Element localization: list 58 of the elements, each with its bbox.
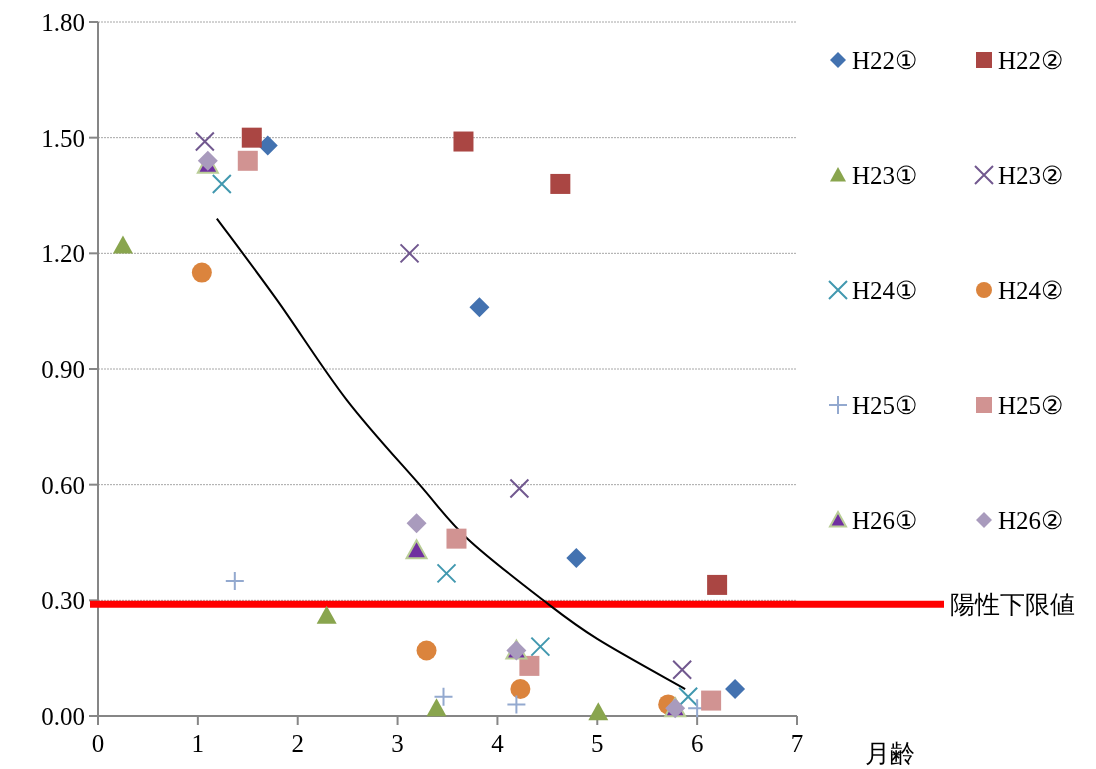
legend-label: H22② [998,47,1064,74]
y-tick-label: 1.20 [41,240,85,268]
point [530,636,551,657]
point [678,686,699,707]
point [416,640,437,661]
y-tick-label: 0.90 [41,356,85,383]
x-tick-label: 0 [91,730,105,757]
point [399,243,420,264]
point [237,150,258,171]
point [433,686,454,707]
point [725,679,746,700]
y-tick-label: 0.60 [41,471,85,499]
x-tick-label: 4 [491,730,505,757]
y-tick-label: 0.00 [41,703,85,730]
point [506,694,527,715]
point [211,173,232,194]
legend-label: H24① [852,277,918,304]
point [426,698,447,717]
y-tick-label: 0.30 [41,587,85,615]
y-tick-label: 1.50 [41,124,85,152]
ref-line-label: 陽性下限値 [950,591,1075,619]
point [566,547,587,568]
point [446,528,467,549]
x-axis-title: 月齢 [865,740,915,767]
point [588,702,609,721]
point [510,679,531,700]
point [519,655,540,676]
legend-label: H26① [852,507,918,534]
legend-label: H23① [852,162,918,189]
legend-label: H25① [852,392,918,419]
point [405,539,428,560]
point [194,131,215,152]
point [224,571,245,592]
legend-label: H25② [998,392,1064,419]
x-tick-label: 6 [690,730,704,757]
point [707,574,728,595]
point [701,690,722,711]
legend-label: H23② [998,162,1064,189]
legend-label: H26② [998,507,1064,534]
x-tick-label: 5 [591,730,604,757]
legend-label: H24② [998,277,1064,304]
point [316,605,337,624]
x-tick-label: 3 [391,730,404,757]
point [453,131,474,152]
point [436,563,457,584]
point [469,297,490,318]
x-tick-label: 2 [291,730,304,757]
point [406,513,427,534]
y-tick-label: 1.80 [41,9,85,36]
legend-label: H22① [852,47,918,74]
x-tick-label: 1 [191,730,205,757]
point [509,478,530,499]
point [672,659,693,680]
point [241,127,262,148]
x-tick-label: 7 [790,730,804,757]
point [550,173,571,194]
point [191,262,212,283]
point [112,235,133,254]
